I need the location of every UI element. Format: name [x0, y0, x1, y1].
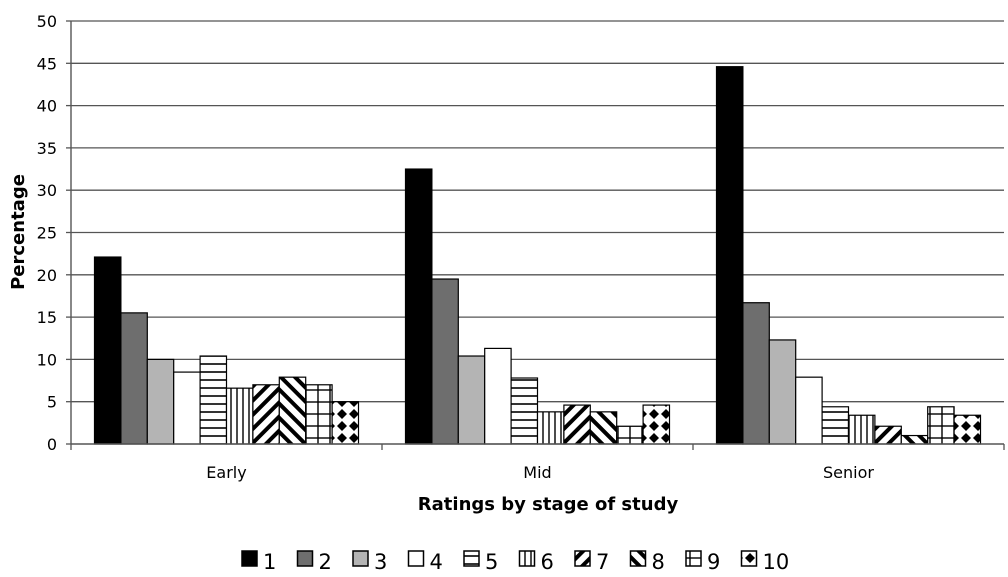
bar-series-4-mid: [484, 347, 512, 445]
bar-series-7-senior: [874, 425, 902, 445]
x-category-label: Early: [206, 463, 246, 482]
y-tick-label: 5: [47, 393, 57, 412]
y-tick-label: 0: [47, 435, 57, 454]
axes: [70, 21, 1005, 450]
bar-series-8-mid: [589, 411, 618, 445]
bar-series-5-mid: [510, 377, 539, 445]
bar-series-1-mid: [404, 168, 433, 445]
bar-series-6-senior: [847, 414, 876, 445]
y-tick-label: 25: [37, 224, 57, 243]
bar-series-8-senior: [900, 434, 929, 445]
legend-item-9: 9: [685, 550, 720, 574]
legend-label: 4: [430, 550, 443, 574]
y-tick-label: 30: [37, 181, 57, 200]
bar-series-6-early: [225, 387, 254, 445]
bar-series-5-early: [199, 355, 228, 445]
legend-swatch: [463, 550, 480, 567]
legend-label: 9: [707, 550, 720, 574]
legend-swatch: [740, 550, 758, 567]
legend-swatch: [241, 550, 258, 567]
legend-swatch: [574, 550, 591, 567]
legend-swatch: [407, 550, 425, 567]
bar-series-9-mid: [616, 425, 644, 445]
bar-series-4-senior: [795, 376, 823, 445]
legend-label: 2: [319, 550, 332, 574]
legend-item-8: 8: [629, 550, 665, 574]
y-axis-tick-labels: 0 5 10 15 20 25 30 35 40 45 50: [37, 12, 57, 454]
legend-label: 10: [763, 550, 790, 574]
bar-series-2-senior: [742, 302, 770, 445]
bar-series-8-early: [278, 376, 307, 445]
legend-swatch: [352, 550, 369, 567]
legend-label: 1: [263, 550, 276, 574]
bar-series-7-mid: [563, 404, 591, 445]
y-tick-label: 10: [37, 350, 57, 369]
y-axis-title: Percentage: [8, 174, 29, 290]
x-axis-category-labels: Early Mid Senior: [206, 463, 874, 482]
bars: [93, 66, 982, 445]
legend-item-10: 10: [740, 550, 790, 574]
x-category-label: Senior: [823, 463, 874, 482]
bar-series-9-senior: [927, 406, 955, 445]
legend-item-7: 7: [574, 550, 609, 574]
y-tick-label: 45: [37, 54, 57, 73]
legend-item-2: 2: [296, 550, 332, 574]
bar-series-7-early: [252, 384, 280, 445]
legend-item-1: 1: [241, 550, 276, 574]
bar-series-6-mid: [536, 411, 565, 445]
legend-item-3: 3: [352, 550, 387, 574]
legend-label: 8: [652, 550, 665, 574]
legend-label: 6: [541, 550, 554, 574]
legend-label: 5: [485, 550, 498, 574]
legend-swatch: [518, 550, 536, 567]
legend-label: 3: [374, 550, 387, 574]
bar-series-3-early: [146, 358, 175, 445]
bar-series-10-senior: [953, 414, 982, 445]
legend-swatch: [685, 550, 702, 567]
legend-item-6: 6: [518, 550, 554, 574]
x-category-label: Mid: [523, 463, 551, 482]
y-tick-label: 15: [37, 308, 57, 327]
x-axis-title: Ratings by stage of study: [418, 494, 679, 515]
bar-series-9-early: [305, 384, 333, 445]
bar-series-1-senior: [715, 66, 744, 445]
bar-series-10-early: [331, 401, 360, 445]
bar-series-3-mid: [457, 355, 486, 445]
legend: 1 2 3 4 5 6 7 8 9 10: [241, 550, 790, 574]
bar-series-2-early: [120, 312, 148, 445]
y-tick-label: 50: [37, 12, 57, 31]
bar-series-1-early: [93, 256, 122, 445]
y-tick-label: 35: [37, 139, 57, 158]
bar-series-4-early: [173, 371, 201, 445]
legend-item-5: 5: [463, 550, 498, 574]
bar-series-3-senior: [768, 339, 797, 445]
bar-series-2-mid: [431, 278, 459, 445]
y-tick-label: 20: [37, 266, 57, 285]
legend-label: 7: [596, 550, 609, 574]
legend-swatch: [629, 550, 647, 567]
y-tick-label: 40: [37, 97, 57, 116]
legend-swatch: [296, 550, 314, 567]
legend-item-4: 4: [407, 550, 443, 574]
bar-series-10-mid: [642, 404, 671, 445]
bar-series-5-senior: [821, 406, 850, 445]
